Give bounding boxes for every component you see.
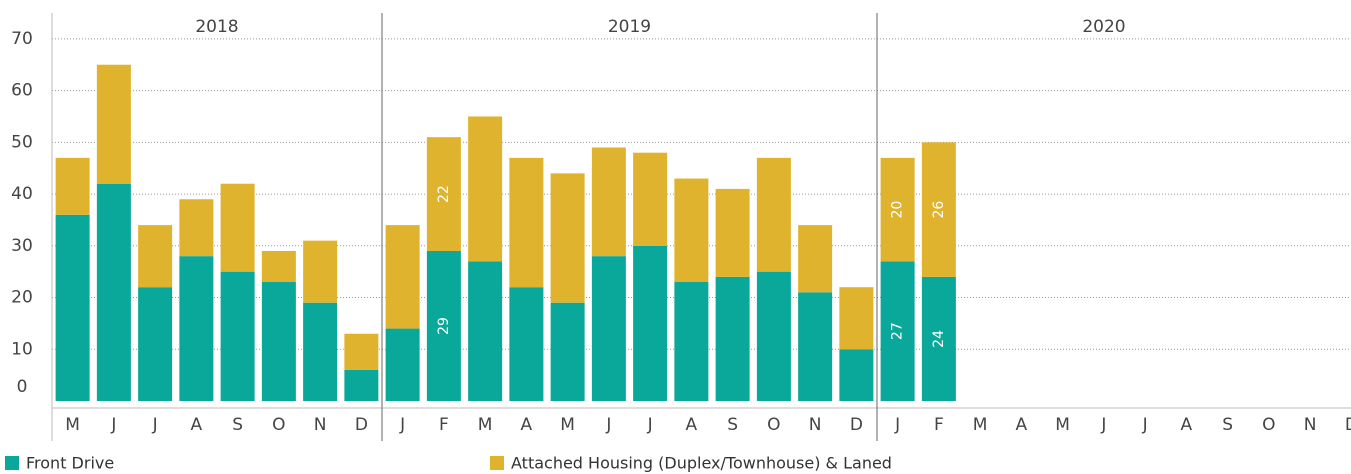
value-label: 26 [931, 201, 947, 219]
bar-segment [426, 137, 461, 251]
x-tick-label: A [521, 415, 533, 435]
bar-segment [468, 116, 503, 262]
bar-segment [138, 225, 173, 288]
bar-segment [344, 369, 379, 401]
x-tick-label: N [1304, 415, 1317, 435]
x-tick-label: M [1055, 415, 1070, 435]
x-tick-label: D [1345, 415, 1351, 435]
x-tick-label: F [934, 415, 944, 435]
x-tick-label: J [110, 415, 116, 435]
x-tick-label: M [478, 415, 493, 435]
x-tick-label: S [1222, 415, 1233, 435]
legend-text: Attached Housing (Duplex/Townhouse) & La… [511, 454, 892, 473]
bar-segment [96, 183, 131, 401]
x-tick-label: O [1262, 415, 1275, 435]
legend-swatch [490, 456, 504, 470]
bar-segment [344, 333, 379, 370]
year-label: 2019 [608, 17, 651, 37]
value-label: 27 [890, 322, 906, 340]
x-tick-label: A [191, 415, 203, 435]
y-tick-label: 0 [17, 377, 28, 397]
x-tick-label: J [894, 415, 900, 435]
x-tick-label: D [850, 415, 863, 435]
bar-segment [220, 183, 255, 272]
x-tick-label: A [686, 415, 698, 435]
bar-segment [138, 287, 173, 401]
x-tick-label: M [65, 415, 80, 435]
bar-segment [303, 240, 338, 303]
value-label: 24 [931, 330, 947, 348]
bar-segment [921, 276, 956, 401]
x-tick-label: O [767, 415, 780, 435]
bar-segment [880, 261, 915, 401]
bar-segment [550, 302, 585, 401]
bar-segment [179, 199, 214, 257]
x-tick-label: J [399, 415, 405, 435]
value-label: 20 [890, 201, 906, 219]
bar-segment [261, 250, 296, 283]
bar-segment [509, 157, 544, 288]
bar-segment [220, 271, 255, 401]
bar-segment [674, 282, 709, 401]
x-tick-label: A [1181, 415, 1193, 435]
bar-segment [839, 349, 874, 401]
year-label: 2020 [1082, 17, 1125, 37]
x-tick-label: M [973, 415, 988, 435]
x-tick-label: N [809, 415, 822, 435]
value-label: 29 [436, 317, 452, 335]
y-tick-label: 10 [11, 339, 33, 359]
x-tick-label: S [232, 415, 243, 435]
bar-segment [426, 250, 461, 401]
y-tick-label: 60 [11, 81, 33, 101]
bar-segment [798, 225, 833, 293]
bar-segment [385, 328, 420, 401]
bar-segment [96, 64, 131, 184]
legend-text: Front Drive [26, 454, 114, 473]
x-tick-label: F [439, 415, 449, 435]
y-tick-label: 30 [11, 236, 33, 256]
bar-segment [303, 302, 338, 401]
x-tick-label: D [355, 415, 368, 435]
bar-segment [55, 214, 90, 401]
y-tick-label: 70 [11, 29, 33, 49]
x-tick-label: J [1142, 415, 1148, 435]
y-tick-label: 20 [11, 288, 33, 308]
bar-segment [261, 282, 296, 401]
bar-segment [798, 292, 833, 401]
x-tick-label: O [272, 415, 285, 435]
bar-segment [756, 271, 791, 401]
x-tick-label: S [727, 415, 738, 435]
bar-segment [633, 152, 668, 246]
bar-segment [468, 261, 503, 401]
x-tick-label: J [647, 415, 653, 435]
bar-segment [880, 157, 915, 262]
bar-segment [55, 157, 90, 215]
year-label: 2018 [195, 17, 238, 37]
value-label: 22 [436, 185, 452, 203]
bar-segment [591, 147, 626, 257]
x-tick-label: J [605, 415, 611, 435]
bar-segment [550, 173, 585, 303]
bar-segment [839, 287, 874, 350]
x-tick-label: J [152, 415, 158, 435]
bar-segment [385, 225, 420, 329]
bar-segment [715, 188, 750, 277]
bar-segment [591, 256, 626, 401]
legend-swatch [5, 456, 19, 470]
y-tick-label: 40 [11, 184, 33, 204]
x-tick-label: J [1100, 415, 1106, 435]
bar-segment [715, 276, 750, 401]
bar-segment [179, 256, 214, 401]
x-tick-label: A [1016, 415, 1028, 435]
bar-segment [921, 142, 956, 277]
y-tick-label: 50 [11, 132, 33, 152]
x-tick-label: N [314, 415, 327, 435]
bar-segment [509, 287, 544, 401]
bar-segment [674, 178, 709, 283]
x-tick-label: M [560, 415, 575, 435]
bar-segment [756, 157, 791, 272]
bar-segment [633, 245, 668, 401]
